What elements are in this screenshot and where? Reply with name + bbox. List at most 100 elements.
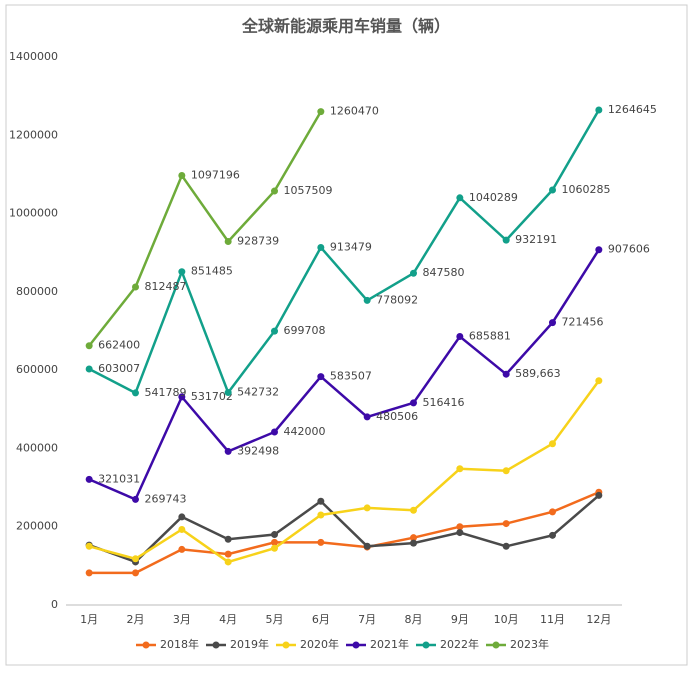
data-label: 583507 xyxy=(330,370,372,383)
x-tick-label: 5月 xyxy=(266,613,284,626)
data-label: 932191 xyxy=(515,233,557,246)
x-tick-label: 6月 xyxy=(312,613,330,626)
data-point xyxy=(132,283,139,291)
data-label: 907606 xyxy=(608,243,650,256)
data-label: 516416 xyxy=(423,396,465,409)
data-point xyxy=(363,296,371,304)
data-point xyxy=(410,534,417,542)
data-point xyxy=(410,269,417,277)
data-point xyxy=(317,108,325,116)
series-line xyxy=(88,494,600,564)
data-label: 1057509 xyxy=(284,184,333,197)
data-point xyxy=(363,504,371,512)
x-tick-label: 12月 xyxy=(586,613,611,626)
series-line xyxy=(89,491,600,575)
data-label: 542732 xyxy=(237,386,279,399)
data-point xyxy=(271,187,278,195)
y-tick-label: 800000 xyxy=(16,285,58,298)
data-point xyxy=(132,389,139,397)
data-label: 321031 xyxy=(98,472,140,485)
data-label: 1040289 xyxy=(469,191,518,204)
data-point xyxy=(502,542,510,550)
data-label: 1060285 xyxy=(562,183,611,196)
legend-label: 2023年 xyxy=(510,637,549,651)
series-line xyxy=(88,109,600,396)
data-point xyxy=(456,523,464,531)
data-point xyxy=(549,186,556,194)
data-point xyxy=(410,539,417,547)
data-point xyxy=(85,475,93,483)
data-label: 480506 xyxy=(376,410,418,423)
data-label: 442000 xyxy=(284,425,326,438)
data-label: 541789 xyxy=(145,386,187,399)
data-label: 928739 xyxy=(237,234,279,247)
data-point xyxy=(549,531,556,539)
data-label: 699708 xyxy=(284,324,326,337)
data-label: 778092 xyxy=(376,293,418,306)
y-tick-label: 1000000 xyxy=(9,207,58,220)
data-point xyxy=(178,525,186,533)
legend-label: 2021年 xyxy=(370,637,409,651)
data-point xyxy=(502,520,510,528)
x-tick-label: 7月 xyxy=(358,613,376,626)
y-tick-label: 1200000 xyxy=(9,128,58,141)
data-label: 847580 xyxy=(423,266,465,279)
x-tick-label: 10月 xyxy=(494,613,519,626)
data-point xyxy=(363,542,371,550)
legend-label: 2020年 xyxy=(300,637,339,651)
data-point xyxy=(132,555,139,563)
data-point xyxy=(271,327,278,335)
x-tick-label: 4月 xyxy=(219,613,237,626)
data-label: 531702 xyxy=(191,390,233,403)
data-point xyxy=(178,545,186,553)
data-label: 269743 xyxy=(145,492,187,505)
data-point xyxy=(178,393,186,401)
data-point xyxy=(549,440,556,448)
y-tick-label: 400000 xyxy=(16,441,58,454)
data-point xyxy=(456,465,464,473)
y-tick-label: 1400000 xyxy=(9,50,58,63)
data-point xyxy=(85,569,93,577)
data-point xyxy=(132,569,139,577)
x-tick-label: 2月 xyxy=(127,613,145,626)
data-point xyxy=(456,333,464,341)
series-line xyxy=(88,110,322,347)
data-point xyxy=(224,237,232,245)
x-tick-label: 9月 xyxy=(451,613,469,626)
data-label: 603007 xyxy=(98,362,140,375)
data-point xyxy=(317,511,325,519)
data-label: 1097196 xyxy=(191,169,240,182)
data-point xyxy=(178,268,186,276)
data-point xyxy=(317,538,325,546)
data-point xyxy=(595,106,603,114)
data-point xyxy=(271,544,278,552)
data-point xyxy=(85,342,93,350)
data-point xyxy=(363,413,371,421)
data-point xyxy=(224,558,232,566)
data-point xyxy=(224,535,232,543)
data-point xyxy=(502,236,510,244)
data-point xyxy=(502,467,510,475)
data-label: 1264645 xyxy=(608,103,657,116)
y-tick-label: 600000 xyxy=(16,363,58,376)
data-point xyxy=(85,365,93,373)
data-point xyxy=(271,428,278,436)
data-point xyxy=(456,194,464,202)
data-point xyxy=(85,542,93,550)
x-tick-label: 3月 xyxy=(173,613,191,626)
x-tick-label: 1月 xyxy=(80,613,98,626)
data-point xyxy=(595,491,603,499)
data-label: 721456 xyxy=(562,316,604,329)
data-label: 1260470 xyxy=(330,105,379,118)
y-tick-label: 200000 xyxy=(16,520,58,533)
data-point xyxy=(132,495,139,503)
legend-label: 2022年 xyxy=(440,637,479,651)
legend-marker xyxy=(492,641,500,649)
x-tick-label: 11月 xyxy=(540,613,565,626)
data-label: 812487 xyxy=(145,280,187,293)
data-point xyxy=(271,531,278,539)
x-tick-label: 8月 xyxy=(405,613,423,626)
data-point xyxy=(502,370,510,378)
data-point xyxy=(410,506,417,514)
